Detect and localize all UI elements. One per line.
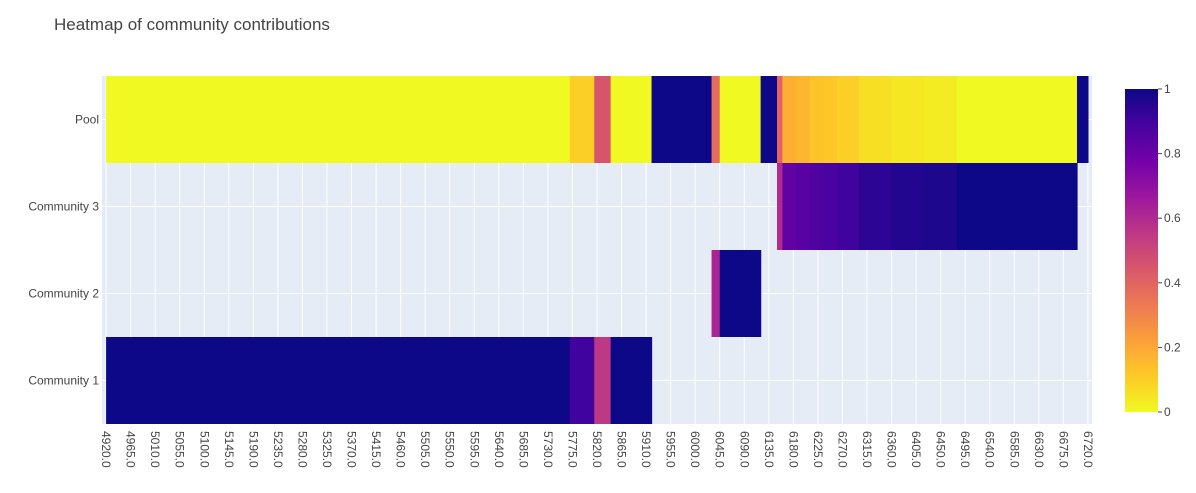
heatmap-cell [782, 76, 797, 163]
heatmap-cell [782, 163, 797, 250]
x-tick-label: 5145.0 [222, 431, 236, 468]
heatmap-cell [891, 163, 925, 250]
x-tick-label: 6315.0 [860, 431, 874, 468]
heatmap-cell [610, 76, 653, 163]
heatmap-cell [711, 76, 721, 163]
heatmap-cell [858, 76, 893, 163]
heatmap-cell [858, 163, 893, 250]
x-tick-label: 6720.0 [1081, 431, 1095, 468]
heatmap-cell [957, 163, 1078, 250]
colorbar-tick-label: 0.8 [1164, 147, 1181, 161]
heatmap-cell [1077, 76, 1089, 163]
x-tick-label: 6675.0 [1056, 431, 1070, 468]
x-tick-label: 5460.0 [394, 431, 408, 468]
x-tick-label: 6495.0 [958, 431, 972, 468]
heatmap-cell [924, 76, 958, 163]
x-tick-label: 5505.0 [418, 431, 432, 468]
heatmap-cells [106, 76, 1089, 424]
x-tick-label: 6090.0 [737, 431, 751, 468]
y-tick-label: Community 3 [28, 200, 99, 214]
x-tick-label: 6045.0 [713, 431, 727, 468]
x-tick-label: 6180.0 [786, 431, 800, 468]
heatmap-cell [569, 76, 595, 163]
x-tick-label: 5280.0 [295, 431, 309, 468]
x-tick-label: 5415.0 [369, 431, 383, 468]
x-tick-label: 6270.0 [835, 431, 849, 468]
heatmap-cell [823, 76, 838, 163]
colorbar-ticks: 0 0.2 0.4 0.6 0.8 1 [1158, 82, 1181, 419]
x-axis-ticks: 4920.0 4965.0 5010.0 5055.0 5100.0 5145.0 5190… [99, 431, 1095, 468]
heatmap-cell [651, 76, 713, 163]
colorbar [1125, 89, 1158, 412]
x-tick-label: 6405.0 [909, 431, 923, 468]
x-tick-label: 6000.0 [688, 431, 702, 468]
x-tick-label: 5190.0 [246, 431, 260, 468]
x-tick-label: 6585.0 [1007, 431, 1021, 468]
colorbar-tick-label: 0.2 [1164, 340, 1181, 354]
heatmap-cell [719, 76, 762, 163]
x-tick-label: 5730.0 [541, 431, 555, 468]
x-tick-label: 5775.0 [565, 431, 579, 468]
heatmap-cell [823, 163, 838, 250]
colorbar-tick-label: 0 [1164, 405, 1171, 419]
x-tick-label: 6360.0 [885, 431, 899, 468]
x-tick-label: 5595.0 [467, 431, 481, 468]
heatmap-cell [777, 76, 784, 163]
heatmap-cell [594, 76, 612, 163]
x-tick-label: 5010.0 [148, 431, 162, 468]
x-tick-label: 4965.0 [124, 431, 138, 468]
heatmap-cell [106, 337, 571, 424]
heatmap-cell [837, 76, 860, 163]
heatmap-cell [760, 76, 778, 163]
colorbar-tick-label: 1 [1164, 82, 1171, 96]
x-tick-label: 6540.0 [983, 431, 997, 468]
heatmap-cell [594, 337, 612, 424]
heatmap-cell [719, 250, 762, 337]
x-tick-label: 6450.0 [934, 431, 948, 468]
x-tick-label: 5685.0 [516, 431, 530, 468]
x-tick-label: 5865.0 [615, 431, 629, 468]
y-tick-label: Pool [75, 113, 99, 127]
x-tick-label: 5910.0 [639, 431, 653, 468]
heatmap-cell [957, 76, 1078, 163]
heatmap-cell [809, 76, 824, 163]
heatmap-cell [809, 163, 824, 250]
x-tick-label: 5100.0 [197, 431, 211, 468]
x-tick-label: 4920.0 [99, 431, 113, 468]
x-tick-label: 6225.0 [811, 431, 825, 468]
heatmap-cell [610, 337, 653, 424]
y-tick-label: Community 1 [28, 374, 99, 388]
chart-title: Heatmap of community contributions [54, 15, 330, 34]
heatmap-cell [924, 163, 958, 250]
y-tick-label: Community 2 [28, 287, 99, 301]
x-tick-label: 5235.0 [271, 431, 285, 468]
heatmap-cell [891, 76, 925, 163]
x-tick-label: 5955.0 [664, 431, 678, 468]
y-axis-ticks: Community 1 Community 2 Community 3 Pool [28, 113, 99, 388]
heatmap-cell [796, 76, 811, 163]
heatmap-cell [777, 163, 784, 250]
x-tick-label: 6135.0 [762, 431, 776, 468]
x-tick-label: 6630.0 [1032, 431, 1046, 468]
heatmap-cell [711, 250, 721, 337]
heatmap-cell [569, 337, 595, 424]
x-tick-label: 5820.0 [590, 431, 604, 468]
colorbar-tick-label: 0.4 [1164, 276, 1181, 290]
colorbar-tick-label: 0.6 [1164, 211, 1181, 225]
x-tick-label: 5370.0 [345, 431, 359, 468]
x-tick-label: 5325.0 [320, 431, 334, 468]
x-tick-label: 5640.0 [492, 431, 506, 468]
x-tick-label: 5550.0 [443, 431, 457, 468]
heatmap-cell [796, 163, 811, 250]
x-tick-label: 5055.0 [173, 431, 187, 468]
heatmap-cell [106, 76, 571, 163]
heatmap-cell [837, 163, 860, 250]
